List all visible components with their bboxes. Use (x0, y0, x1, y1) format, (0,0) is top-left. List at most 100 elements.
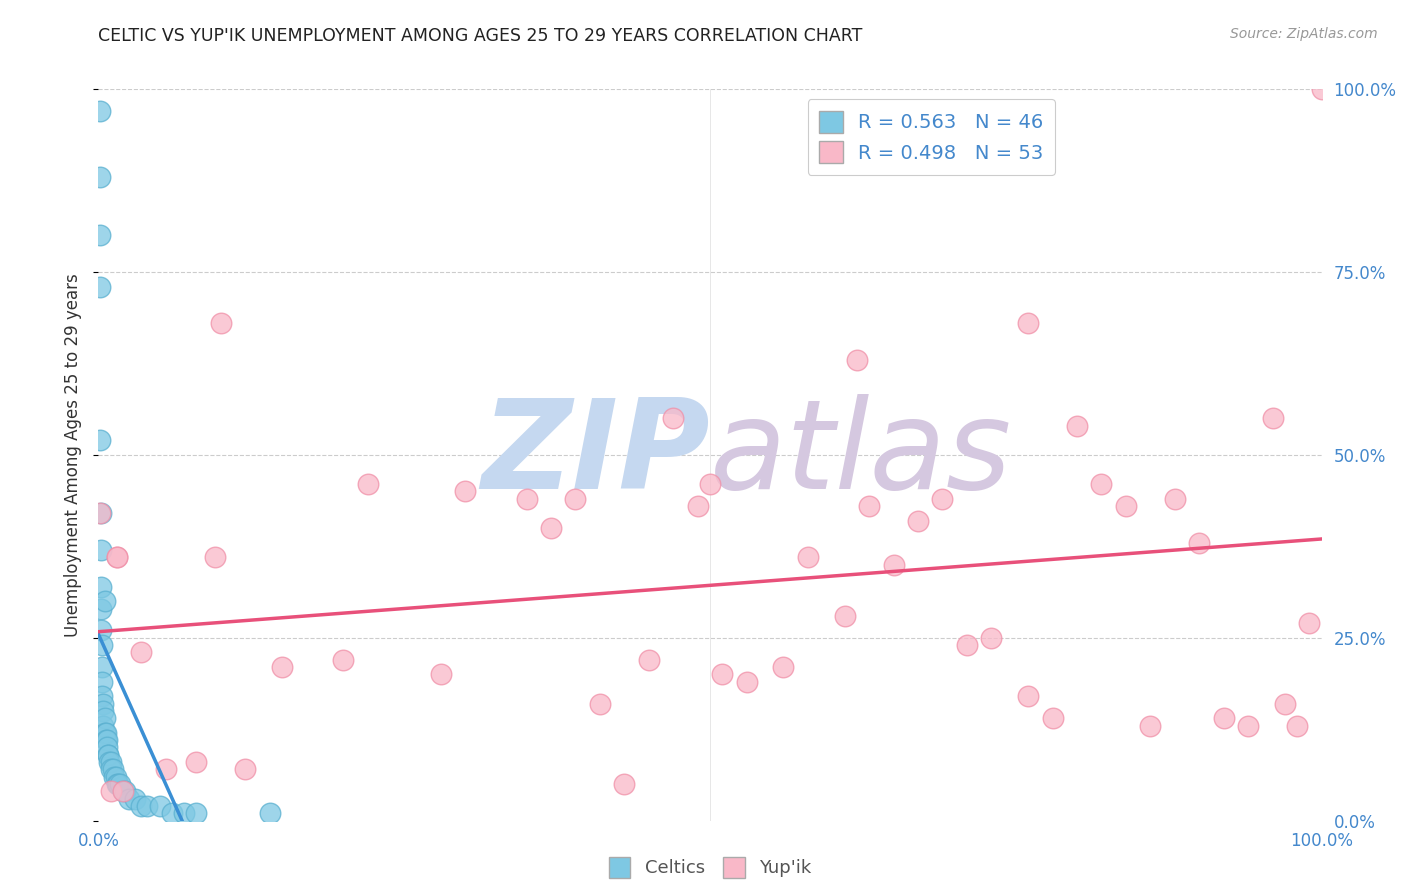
Point (90, 580, 112, 594)
Point (118, 791, 141, 805)
Point (931, 491, 953, 506)
Point (711, 667, 734, 681)
Point (155, 763, 177, 777)
Point (101, 763, 124, 777)
Point (91, 660, 114, 674)
Point (89, 434, 111, 448)
Point (845, 352, 868, 367)
Point (699, 477, 721, 491)
Point (735, 674, 758, 689)
Point (772, 660, 794, 674)
Point (114, 784, 136, 798)
Point (93, 726, 115, 740)
Point (100, 763, 122, 777)
Point (90, 601, 112, 615)
Point (89, 507, 111, 521)
Point (105, 550, 128, 565)
Point (186, 806, 208, 821)
Point (129, 645, 152, 659)
Point (173, 806, 195, 821)
Point (1164, 491, 1187, 506)
Point (1017, 690, 1039, 704)
Point (209, 316, 232, 330)
Point (686, 499, 709, 513)
Text: CELTIC VS YUP'IK UNEMPLOYMENT AMONG AGES 25 TO 29 YEARS CORRELATION CHART: CELTIC VS YUP'IK UNEMPLOYMENT AMONG AGES… (98, 27, 863, 45)
Point (1298, 616, 1320, 631)
Point (124, 791, 146, 805)
Point (89, 169, 111, 184)
Point (110, 777, 132, 791)
Point (91, 718, 114, 732)
Point (129, 799, 152, 814)
Point (858, 499, 880, 513)
Point (91, 690, 114, 704)
Point (204, 550, 226, 565)
Point (980, 631, 1002, 645)
Point (638, 653, 661, 667)
Point (149, 799, 172, 814)
Point (1042, 711, 1064, 725)
Text: ZIP: ZIP (481, 394, 710, 516)
Point (91, 638, 114, 652)
Point (834, 608, 856, 623)
Point (136, 799, 159, 814)
Point (97, 747, 120, 762)
Point (91, 697, 114, 711)
Point (613, 777, 636, 791)
Point (1115, 499, 1137, 513)
Point (1188, 535, 1211, 549)
Point (100, 755, 122, 769)
Point (90, 624, 112, 638)
Point (1017, 316, 1039, 330)
Point (111, 784, 134, 798)
Legend: Celtics, Yup'ik: Celtics, Yup'ik (602, 849, 818, 885)
Point (93, 594, 115, 608)
Point (186, 755, 208, 769)
Point (797, 550, 820, 565)
Y-axis label: Unemployment Among Ages 25 to 29 years: Unemployment Among Ages 25 to 29 years (65, 273, 83, 637)
Point (93, 711, 115, 725)
Point (104, 770, 127, 784)
Point (103, 770, 125, 784)
Point (1212, 711, 1234, 725)
Point (564, 491, 586, 506)
Point (540, 521, 562, 535)
Point (454, 484, 477, 499)
Point (107, 777, 129, 791)
Point (97, 747, 120, 762)
Point (356, 477, 378, 491)
Point (90, 507, 112, 521)
Point (907, 514, 929, 528)
Point (89, 228, 111, 243)
Point (105, 777, 128, 791)
Point (94, 726, 117, 740)
Point (111, 784, 134, 798)
Point (259, 806, 281, 821)
Point (662, 411, 685, 425)
Point (1261, 411, 1284, 425)
Point (430, 667, 453, 681)
Point (1274, 697, 1296, 711)
Point (91, 704, 114, 718)
Point (1139, 718, 1161, 732)
Point (89, 104, 111, 119)
Point (883, 558, 905, 572)
Point (160, 806, 183, 821)
Point (1310, 82, 1333, 96)
Point (100, 784, 122, 798)
Point (94, 733, 117, 747)
Point (1286, 718, 1309, 732)
Point (1090, 477, 1112, 491)
Text: Source: ZipAtlas.com: Source: ZipAtlas.com (1230, 27, 1378, 41)
Point (589, 697, 612, 711)
Point (89, 279, 111, 293)
Point (956, 638, 979, 652)
Point (98, 755, 121, 769)
Point (96, 733, 118, 747)
Point (90, 543, 112, 558)
Point (105, 550, 128, 565)
Point (1237, 718, 1260, 732)
Point (270, 660, 294, 674)
Point (332, 653, 354, 667)
Point (515, 491, 537, 506)
